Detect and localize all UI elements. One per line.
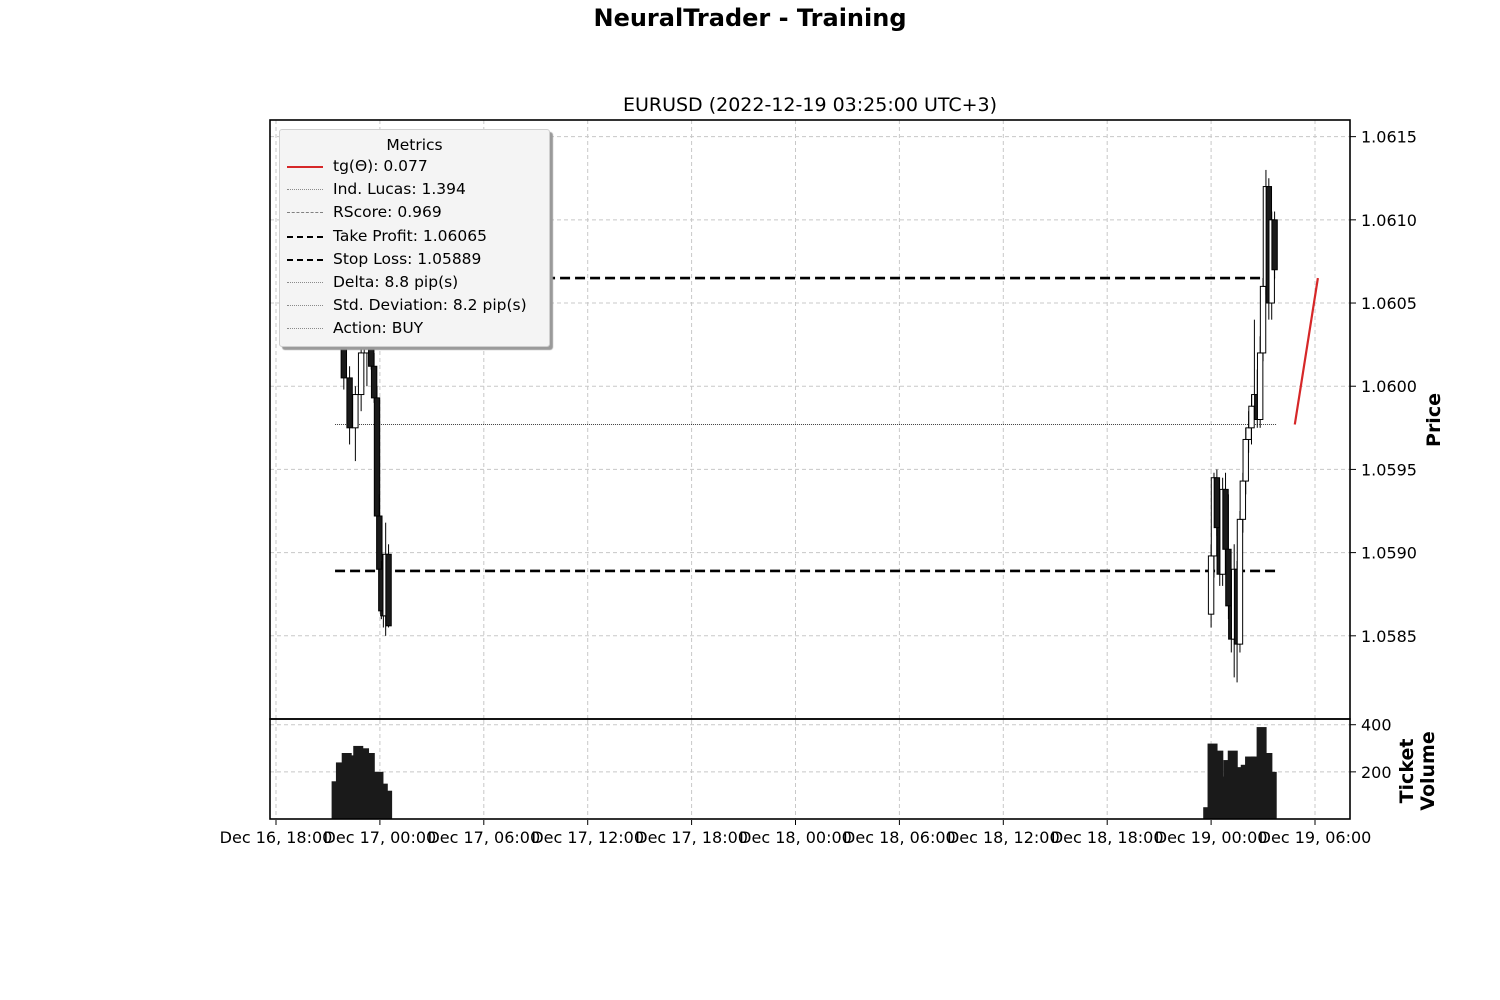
x-tick-label: Dec 18, 18:00 [1051,828,1164,847]
y-tick-label: 1.0585 [1361,627,1417,646]
x-tick-label: Dec 17, 06:00 [427,828,540,847]
volume-bar [1266,771,1277,819]
volume-bar [335,762,346,819]
trend-line [1293,277,1319,425]
volume-axis-label-line2: Volume [1417,731,1439,810]
candle-body [1222,488,1229,550]
volume-bar [1250,756,1261,819]
x-tick-label: Dec 17, 00:00 [324,828,437,847]
volume-bars [331,727,1277,819]
legend-entry: Ind. Lucas: 1.394 [280,178,549,201]
candle-body [1271,219,1278,271]
y-tick-label: 1.0590 [1361,544,1417,563]
legend-swatch [287,281,323,283]
legend-box: Metrics tg(Θ): 0.077 Ind. Lucas: 1.394 RSc… [279,129,550,347]
legend-entry-label: Action: BUY [333,319,424,338]
legend-swatch [287,235,323,238]
legend-swatch [287,212,323,214]
x-tick-label: Dec 19, 06:00 [1259,828,1372,847]
volume-bar [1213,750,1224,819]
legend-entry-label: Stop Loss: 1.05889 [333,249,482,268]
x-tick-label: Dec 18, 00:00 [739,828,852,847]
candle-body [1239,480,1247,520]
y-tick-label: 1.0595 [1361,460,1417,479]
legend-entry: Stop Loss: 1.05889 [280,248,549,271]
legend-entry: Take Profit: 1.06065 [280,225,549,248]
legend-entry: Action: BUY [280,317,549,340]
legend-title: Metrics [386,136,443,154]
volume-bar [359,748,370,819]
x-tick-label: Dec 18, 12:00 [947,828,1060,847]
volume-bar [1256,727,1267,819]
candle-body [1259,285,1267,354]
volume-bar [382,790,393,819]
volume-tick-label: 200 [1361,763,1392,782]
candle-body [1248,405,1255,429]
legend-swatch [287,305,323,307]
x-tick-label: Dec 17, 12:00 [531,828,644,847]
y-tick-label: 1.0605 [1361,294,1417,313]
legend-entry: Std. Deviation: 8.2 pip(s) [280,294,549,317]
volume-bar [341,753,352,819]
volume-bar [1245,756,1256,819]
candle-body [1242,438,1249,482]
candle-body [385,553,392,627]
candle-body [1213,477,1221,529]
legend-swatch [287,258,323,261]
grid-lines [270,120,1350,819]
x-tick-label: Dec 19, 00:00 [1155,828,1268,847]
trend-line-layer [1293,277,1319,425]
legend-entry: tg(Θ): 0.077 [280,155,549,178]
figure-title: NeuralTrader - Training [593,4,907,32]
volume-bar [1207,743,1218,819]
volume-axis-label-line1: Ticket [1396,739,1418,804]
volume-bar [353,745,364,819]
legend-entry-label: Ind. Lucas: 1.394 [333,180,466,199]
y-tick-label: 1.0600 [1361,377,1417,396]
legend-entry-label: Take Profit: 1.06065 [333,226,487,245]
candle-body [1207,555,1215,615]
x-tick-label: Dec 18, 06:00 [843,828,956,847]
legend-entry-label: Std. Deviation: 8.2 pip(s) [333,296,527,315]
price-axis-label: Price [1423,393,1445,447]
chart-title: EURUSD (2022-12-19 03:25:00 UTC+3) [623,94,997,116]
legend-entry: RScore: 0.969 [280,201,549,224]
candle-body [1236,518,1244,645]
candle-body [357,352,365,396]
candle-body [1256,352,1264,421]
candle-body [352,394,359,429]
x-tick-label: Dec 17, 18:00 [635,828,748,847]
y-tick-label: 1.0610 [1361,211,1417,230]
y-tick-label: 1.0615 [1361,128,1417,147]
legend-entries: tg(Θ): 0.077 Ind. Lucas: 1.394 RScore: 0.9… [280,155,549,341]
volume-bar [347,755,358,819]
candle-body [1245,427,1252,440]
volume-bar [364,753,375,819]
candle-body [370,365,378,399]
legend-entry-label: tg(Θ): 0.077 [333,157,428,175]
legend-swatch [287,166,323,168]
candle-body [1225,548,1232,607]
volume-tick-label: 400 [1361,716,1392,735]
legend-entry: Delta: 8.8 pip(s) [280,271,549,294]
legend-entry-label: Delta: 8.8 pip(s) [333,272,459,291]
legend-entry-label: RScore: 0.969 [333,203,442,222]
x-tick-label: Dec 16, 18:00 [220,828,333,847]
legend-swatch [287,189,323,191]
candle-body [346,377,353,429]
legend-swatch [287,328,323,330]
volume-panel-frame [269,718,1351,820]
